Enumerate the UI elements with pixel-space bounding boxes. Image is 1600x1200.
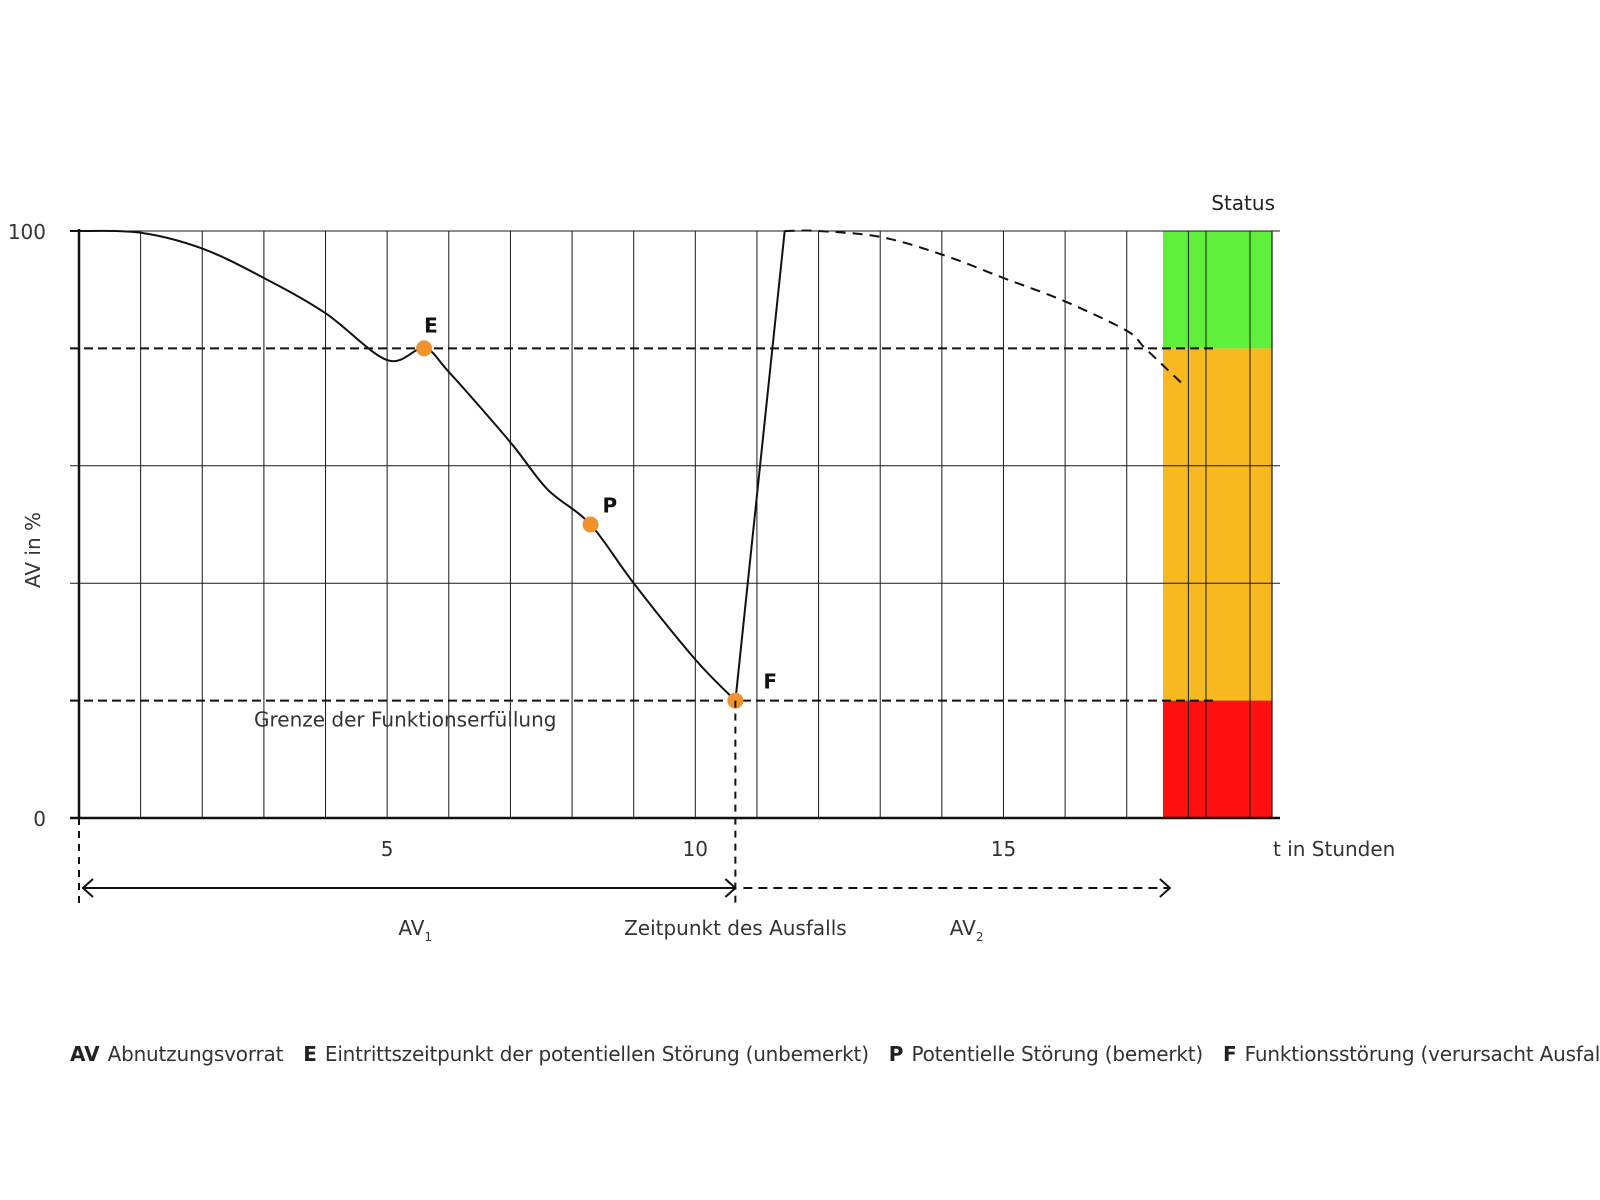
legend-key: F [1223, 1042, 1237, 1066]
axes: 0 100 5 10 15 t in Stunden AV in % [8, 220, 1396, 861]
legend-key: E [303, 1042, 317, 1066]
threshold-lines: Grenze der Funktionserfüllung [70, 347, 1214, 732]
legend-key: AV [70, 1042, 100, 1066]
status-band [1163, 700, 1272, 818]
legend-item-p: P Potentielle Störung (bemerkt) [889, 1042, 1203, 1066]
legend-text: Potentielle Störung (bemerkt) [911, 1042, 1203, 1066]
event-point-label: E [424, 313, 438, 337]
y-tick-label: 100 [8, 220, 46, 244]
legend: AV Abnutzungsvorrat E Eintrittszeitpunkt de… [70, 1042, 1600, 1066]
event-point-label: P [603, 494, 618, 518]
x-tick-label: 5 [381, 837, 394, 861]
legend-item-f: F Funktionsstörung (verursacht Ausfall) [1223, 1042, 1600, 1066]
event-point-label: F [763, 670, 777, 694]
status-column: Status [1163, 191, 1275, 818]
y-tick-label: 0 [33, 807, 46, 831]
x-tick-label: 10 [683, 837, 708, 861]
status-title: Status [1211, 191, 1275, 215]
x-tick-label: 15 [991, 837, 1016, 861]
series-lines [78, 229, 1183, 702]
span-label-subscript: 1 [424, 930, 432, 944]
legend-key: P [888, 1042, 904, 1066]
x-axis-label: t in Stunden [1273, 837, 1395, 861]
threshold-label: Grenze der Funktionserfüllung [254, 708, 556, 732]
status-band [1163, 231, 1272, 349]
legend-text: Abnutzungsvorrat [107, 1042, 284, 1066]
legend-item-e: E Eintrittszeitpunkt der potentiellen Stö… [303, 1042, 869, 1066]
series-line [734, 230, 786, 701]
legend-item-av: AV Abnutzungsvorrat [70, 1042, 283, 1066]
legend-text: Eintrittszeitpunkt der potentiellen Stör… [324, 1042, 869, 1066]
failure-time-label: Zeitpunkt des Ausfalls [624, 916, 847, 940]
status-band [1163, 348, 1272, 701]
event-points: E P F [416, 313, 777, 709]
y-axis-label: AV in % [21, 512, 45, 588]
legend-text: Funktionsstörung (verursacht Ausfall) [1244, 1042, 1600, 1066]
annotations: Zeitpunkt des Ausfalls [78, 700, 847, 940]
span-label: AV2 [950, 916, 984, 944]
span-label: AV1 [398, 916, 432, 944]
series-line [784, 229, 1183, 385]
grid [70, 230, 1280, 818]
span-label-subscript: 2 [976, 930, 984, 944]
event-point [416, 340, 433, 357]
series-line [78, 229, 737, 702]
event-point [582, 516, 599, 533]
